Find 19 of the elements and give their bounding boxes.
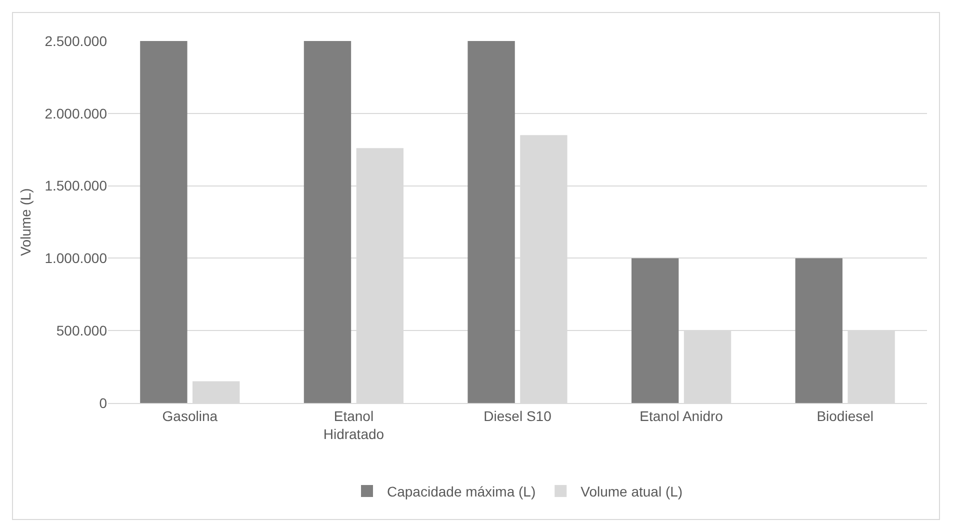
x-tick-label: Etanol Hidratado bbox=[323, 408, 384, 442]
y-tick-label: 1.500.000 bbox=[44, 178, 108, 194]
y-tick-label: 500.000 bbox=[56, 322, 108, 338]
y-tick-label: 2.500.000 bbox=[44, 32, 108, 49]
bar bbox=[468, 41, 515, 403]
y-tick-label: 2.000.000 bbox=[44, 105, 108, 122]
y-axis-title: Volume (L) bbox=[17, 188, 34, 256]
x-tick-label: Etanol Anidro bbox=[640, 408, 724, 424]
x-tick-label: Biodiesel bbox=[816, 408, 874, 424]
bar bbox=[795, 258, 842, 403]
x-tick-label: Gasolina bbox=[162, 408, 218, 424]
x-tick-label: Diesel S10 bbox=[484, 408, 552, 424]
bar bbox=[140, 41, 188, 403]
legend-label: Capacidade máxima (L) bbox=[387, 483, 536, 500]
y-tick-label: 1.000.000 bbox=[44, 250, 108, 266]
legend-label: Volume atual (L) bbox=[580, 483, 683, 500]
bar bbox=[304, 41, 352, 403]
y-tick-label: 0 bbox=[99, 394, 108, 411]
bar bbox=[632, 258, 679, 403]
